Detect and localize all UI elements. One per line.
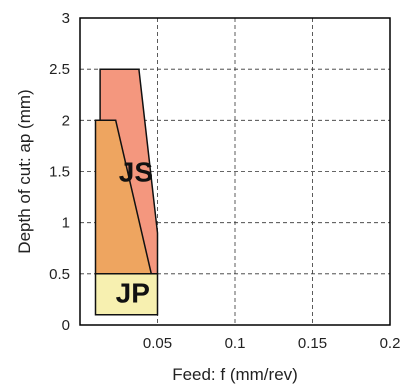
region-label-js: JS [119,157,153,188]
y-tick-label: 3 [62,10,70,27]
y-tick-label: 0.5 [49,266,70,283]
region-jp-upper [94,119,153,275]
region-labels: JS JP [116,157,153,309]
x-tick-label: 0.2 [380,335,401,352]
plot-frame [79,17,391,326]
x-tick-label: 0.05 [143,335,172,352]
x-tick-label: 0.1 [225,335,246,352]
y-tick-labels: 0 0.5 1 1.5 2 2.5 3 [49,10,70,334]
y-tick-label: 1.5 [49,164,70,181]
x-tick-labels: 0.05 0.1 0.15 0.2 [143,335,401,352]
y-axis-label: Depth of cut: ap (mm) [15,89,34,253]
y-tick-label: 1 [62,215,70,232]
y-tick-label: 0 [62,317,70,334]
x-axis-label: Feed: f (mm/rev) [172,365,298,384]
y-tick-label: 2 [62,112,70,129]
region-label-jp: JP [116,277,150,308]
regions [94,68,159,316]
x-tick-label: 0.15 [298,335,327,352]
y-tick-label: 2.5 [49,61,70,78]
